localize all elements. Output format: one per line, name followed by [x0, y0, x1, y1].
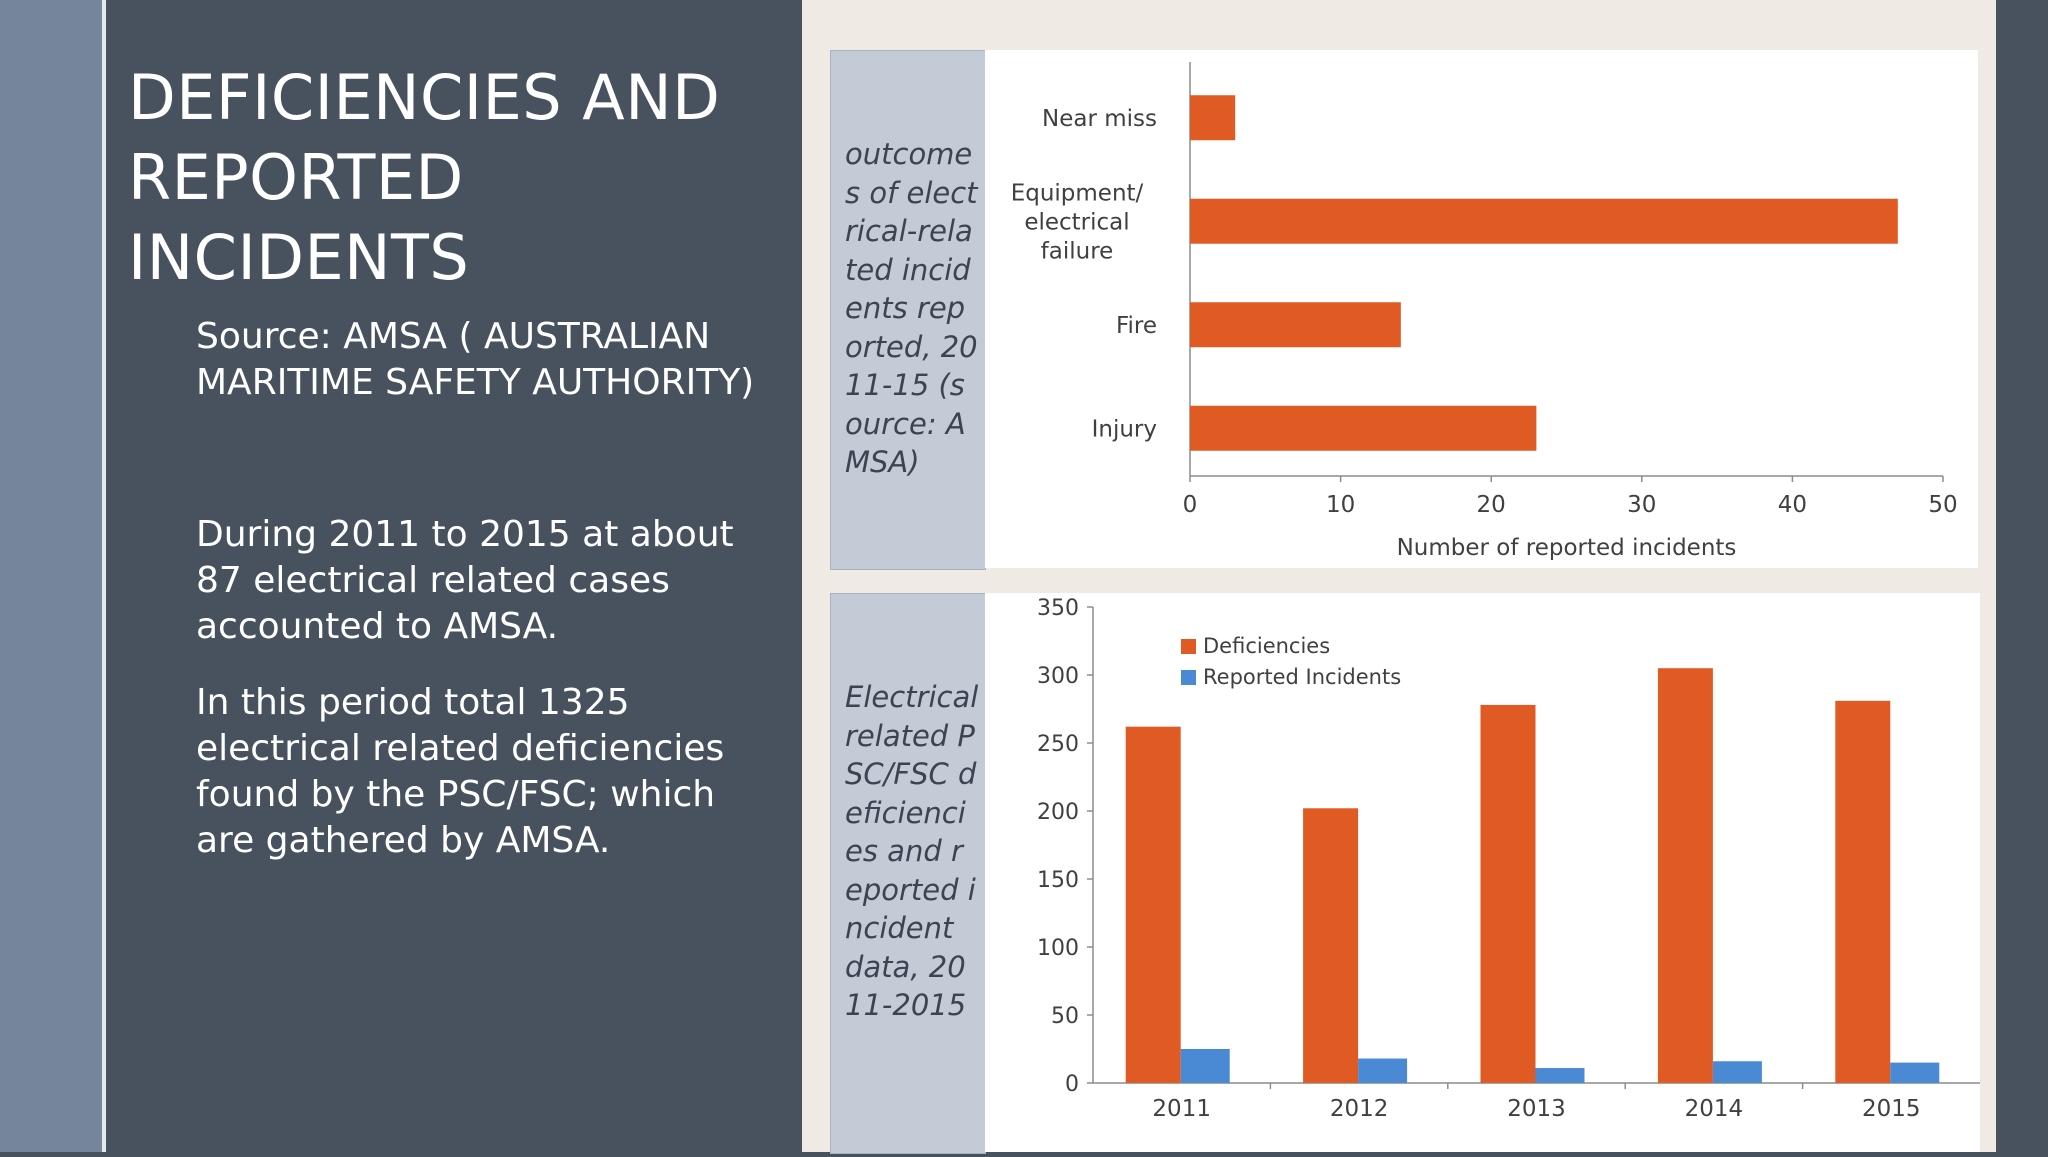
left-divider	[102, 0, 106, 1152]
bar-reported-incidents	[1712, 1061, 1762, 1083]
category-label: Near miss	[1042, 106, 1157, 132]
x-tick-label: 2014	[1685, 1096, 1744, 1122]
top-chart-caption: outcomes of electrical-related incidents…	[845, 137, 978, 479]
y-tick-label: 150	[1037, 868, 1079, 893]
bottom-chart-area: 0 50 100 150 200 250 300 350 2011 2012 2013 2014 201…	[985, 593, 1980, 1152]
source-text: Source: AMSA ( AUSTRALIAN MARITIME SAFET…	[196, 316, 755, 403]
x-tick-label: 50	[1928, 492, 1957, 518]
y-tick-label: 50	[1051, 1004, 1079, 1029]
top-chart-area: 0 10 20 30 40 50 Number of reported incidents N…	[985, 50, 1978, 568]
bar	[1190, 302, 1401, 348]
x-tick-label: 10	[1326, 492, 1355, 518]
x-tick-label: 2013	[1507, 1096, 1566, 1122]
slide-title: DEFICIENCIES AND REPORTED INCIDENTS	[128, 61, 721, 294]
bar-deficiencies	[1303, 808, 1359, 1083]
category-label: Equipment/electrical failure	[1011, 180, 1144, 264]
top-chart-caption-box: outcomes of electrical-related incidents…	[830, 50, 986, 570]
x-tick-label: 2015	[1862, 1096, 1921, 1122]
legend-label: Reported Incidents	[1203, 665, 1401, 689]
category-label: Fire	[1116, 313, 1157, 339]
right-accent-strip	[1996, 0, 2048, 1152]
paragraph-incidents: During 2011 to 2015 at about 87 electric…	[196, 514, 734, 647]
legend-swatch	[1181, 670, 1196, 685]
bottom-chart-caption-box: Electrical related PSC/FSC deficiencies …	[830, 593, 986, 1154]
bar-deficiencies	[1835, 700, 1891, 1083]
x-tick-label: 2011	[1152, 1096, 1211, 1122]
deficiencies-bar-chart: 0 50 100 150 200 250 300 350 2011 2012 2013 2014 201…	[1037, 596, 1980, 1122]
paragraph-deficiencies: In this period total 1325 electrical rel…	[196, 682, 725, 861]
bar-deficiencies	[1480, 704, 1536, 1083]
text-panel	[106, 0, 802, 1152]
legend-swatch	[1181, 639, 1196, 654]
bar-reported-incidents	[1180, 1049, 1230, 1083]
bar-reported-incidents	[1358, 1058, 1408, 1083]
bar-reported-incidents	[1535, 1068, 1585, 1083]
bar-reported-incidents	[1890, 1062, 1940, 1083]
y-tick-label: 250	[1037, 732, 1079, 757]
x-tick-label: 2012	[1330, 1096, 1389, 1122]
bar-deficiencies	[1125, 726, 1181, 1083]
x-axis-label: Number of reported incidents	[1397, 535, 1737, 561]
bar-deficiencies	[1657, 668, 1713, 1083]
y-tick-label: 300	[1037, 664, 1079, 689]
category-label: Injury	[1092, 416, 1157, 442]
legend-label: Deficiencies	[1203, 634, 1330, 658]
y-tick-label: 200	[1037, 800, 1079, 825]
bar	[1190, 198, 1898, 244]
bottom-chart-caption: Electrical related PSC/FSC deficiencies …	[845, 680, 979, 1022]
x-tick-label: 0	[1183, 492, 1198, 518]
x-tick-label: 40	[1778, 492, 1807, 518]
y-tick-label: 100	[1037, 936, 1079, 961]
x-tick-label: 20	[1477, 492, 1506, 518]
y-tick-label: 0	[1065, 1072, 1079, 1097]
y-tick-label: 350	[1037, 596, 1079, 621]
left-accent-strip	[0, 0, 102, 1152]
bar	[1190, 95, 1236, 141]
bar	[1190, 405, 1537, 451]
x-tick-label: 30	[1627, 492, 1656, 518]
incidents-bar-chart: 0 10 20 30 40 50 Number of reported incidents N…	[1011, 62, 1958, 561]
